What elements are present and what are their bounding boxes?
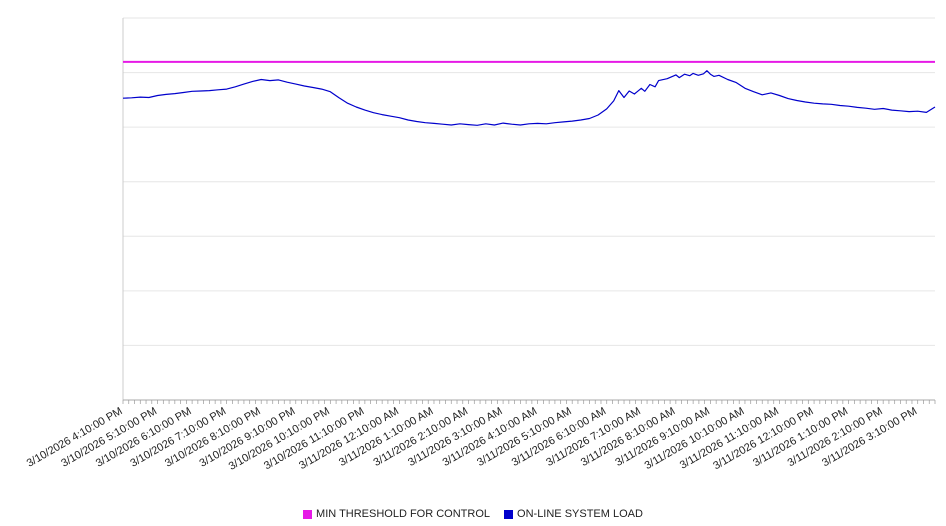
legend-item-system-load[interactable]: ON-LINE SYSTEM LOAD [504, 508, 643, 520]
legend-label-min-threshold: MIN THRESHOLD FOR CONTROL [316, 508, 491, 520]
online-system-load-line [122, 70, 936, 126]
legend-swatch-system-load [504, 509, 514, 519]
legend-swatch-min-threshold [303, 509, 313, 519]
load-chart: 3/10/2026 4:10:00 PM3/10/2026 5:10:00 PM… [25, 17, 936, 473]
legend-label-system-load: ON-LINE SYSTEM LOAD [517, 508, 643, 520]
legend-item-min-threshold[interactable]: MIN THRESHOLD FOR CONTROL [303, 508, 490, 520]
chart-legend: MIN THRESHOLD FOR CONTROL ON-LINE SYSTEM… [0, 508, 946, 520]
